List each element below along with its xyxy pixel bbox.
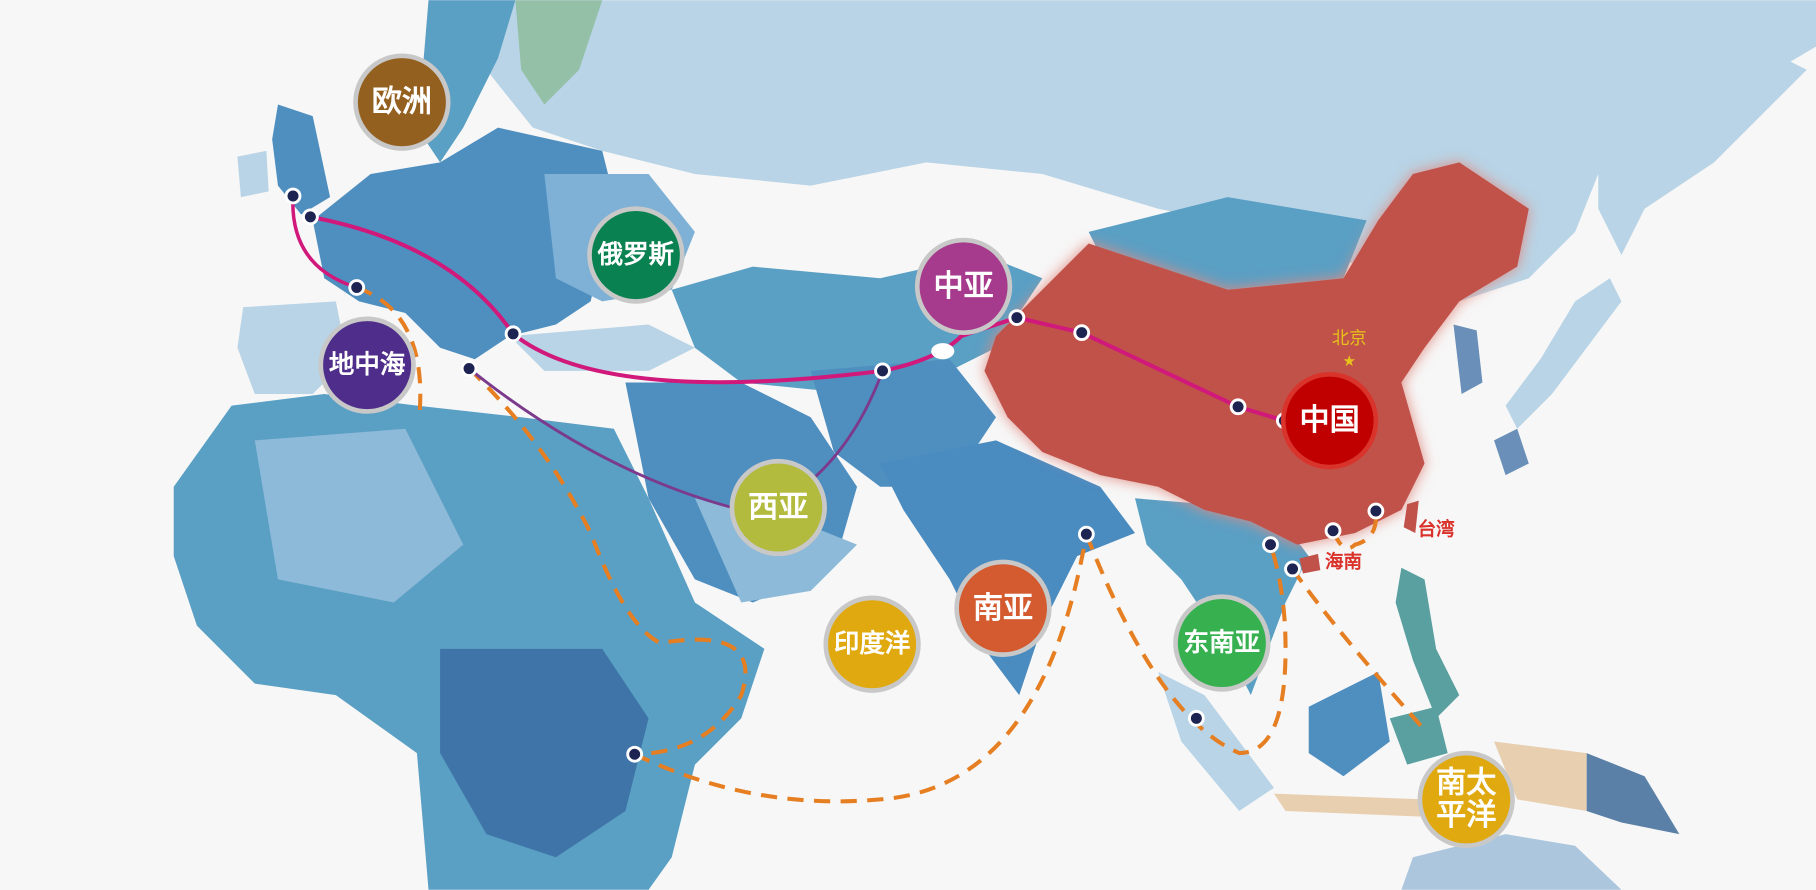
bubble-circle (318, 316, 416, 414)
route-node (1229, 398, 1247, 416)
region-bubble-central-asia[interactable]: 中亚 (914, 237, 1013, 335)
beijing-marker: 北京 ★ (1332, 329, 1367, 370)
sulawesi (1389, 706, 1448, 765)
beijing-label: 北京 (1332, 329, 1367, 349)
route-node (504, 325, 522, 343)
bubble-label: 平洋 (1436, 798, 1496, 833)
philippines (1395, 567, 1460, 719)
korea (1453, 324, 1483, 395)
taiwan-label: 台湾 (1418, 518, 1456, 540)
northeast-asia (1598, 46, 1807, 256)
route-nodes (284, 187, 1385, 763)
mongolia (1088, 197, 1367, 290)
route-node (460, 360, 478, 377)
sahara (254, 428, 464, 603)
routes (291, 195, 1427, 804)
java (1273, 793, 1425, 817)
sea-route (1084, 533, 1288, 756)
britain (272, 104, 331, 215)
route-node (874, 362, 891, 380)
bubble-label: 印度洋 (834, 629, 910, 659)
bubble-circle (914, 237, 1013, 335)
route-node (626, 745, 644, 763)
bubble-circle (587, 206, 685, 304)
region-bubble-south-asia[interactable]: 南亚 (954, 559, 1052, 657)
route-node (1187, 709, 1205, 727)
bubble-label: 俄罗斯 (597, 240, 675, 270)
route-node (1324, 522, 1342, 540)
route-node (1367, 502, 1385, 520)
route-node (1262, 536, 1279, 553)
borneo (1308, 672, 1390, 777)
sea-route (356, 285, 423, 418)
region-bubble-europe[interactable]: 欧洲 (353, 53, 451, 151)
route-node (1284, 560, 1301, 578)
region-bubble-southeast-asia[interactable]: 东南亚 (1173, 594, 1271, 692)
region-bubble-mediterranean[interactable]: 地中海 (318, 316, 416, 414)
central-africa (440, 648, 649, 858)
bubble-label: 欧洲 (372, 85, 432, 120)
star-icon: ★ (1343, 352, 1357, 370)
bubble-circle (823, 595, 921, 693)
sea-route (633, 533, 1089, 804)
europe (312, 127, 614, 360)
region-bubble-west-asia[interactable]: 西亚 (729, 458, 827, 557)
china-territory (984, 162, 1529, 545)
route-node (301, 208, 319, 226)
land-route (291, 195, 358, 290)
taiwan-island (1403, 500, 1419, 534)
bubble-circle (1173, 594, 1271, 692)
hainan-label: 海南 (1325, 551, 1362, 573)
japan-south (1494, 428, 1529, 476)
route-node (1077, 525, 1095, 543)
bubble-label: 西亚 (748, 490, 808, 525)
route-node (1073, 324, 1091, 342)
caspian-marker (931, 343, 955, 360)
bubble-circle (353, 53, 451, 151)
new-guinea-west (1494, 741, 1587, 811)
bubble-label: 东南亚 (1184, 628, 1260, 658)
region-bubble-china[interactable]: 中国 (1280, 372, 1379, 470)
secondary-route (468, 367, 742, 512)
china (984, 162, 1529, 574)
bubble-label: 南太 (1436, 766, 1497, 801)
region-bubble-russia[interactable]: 俄罗斯 (587, 206, 685, 304)
finland (515, 0, 603, 105)
hainan-island (1299, 553, 1321, 574)
region-bubble-indian-ocean[interactable]: 印度洋 (823, 595, 921, 693)
secondary-route (809, 370, 884, 482)
bubble-circle (954, 559, 1052, 657)
australia (1401, 834, 1622, 890)
bubble-circle (729, 458, 827, 557)
route-node (284, 187, 302, 205)
ireland (237, 150, 269, 198)
bubble-label: 南亚 (973, 591, 1033, 626)
bubble-label: 地中海 (329, 350, 405, 380)
bubble-circle (1417, 750, 1515, 849)
bubble-label: 中亚 (933, 269, 993, 304)
sea-route (1290, 567, 1427, 732)
bubble-label: 中国 (1299, 403, 1359, 438)
bubble-circle (1280, 372, 1379, 470)
japan (1505, 278, 1622, 429)
route-node (348, 279, 366, 296)
sea-route (1331, 510, 1379, 551)
new-guinea-east (1586, 753, 1680, 835)
route-node (1008, 309, 1026, 326)
